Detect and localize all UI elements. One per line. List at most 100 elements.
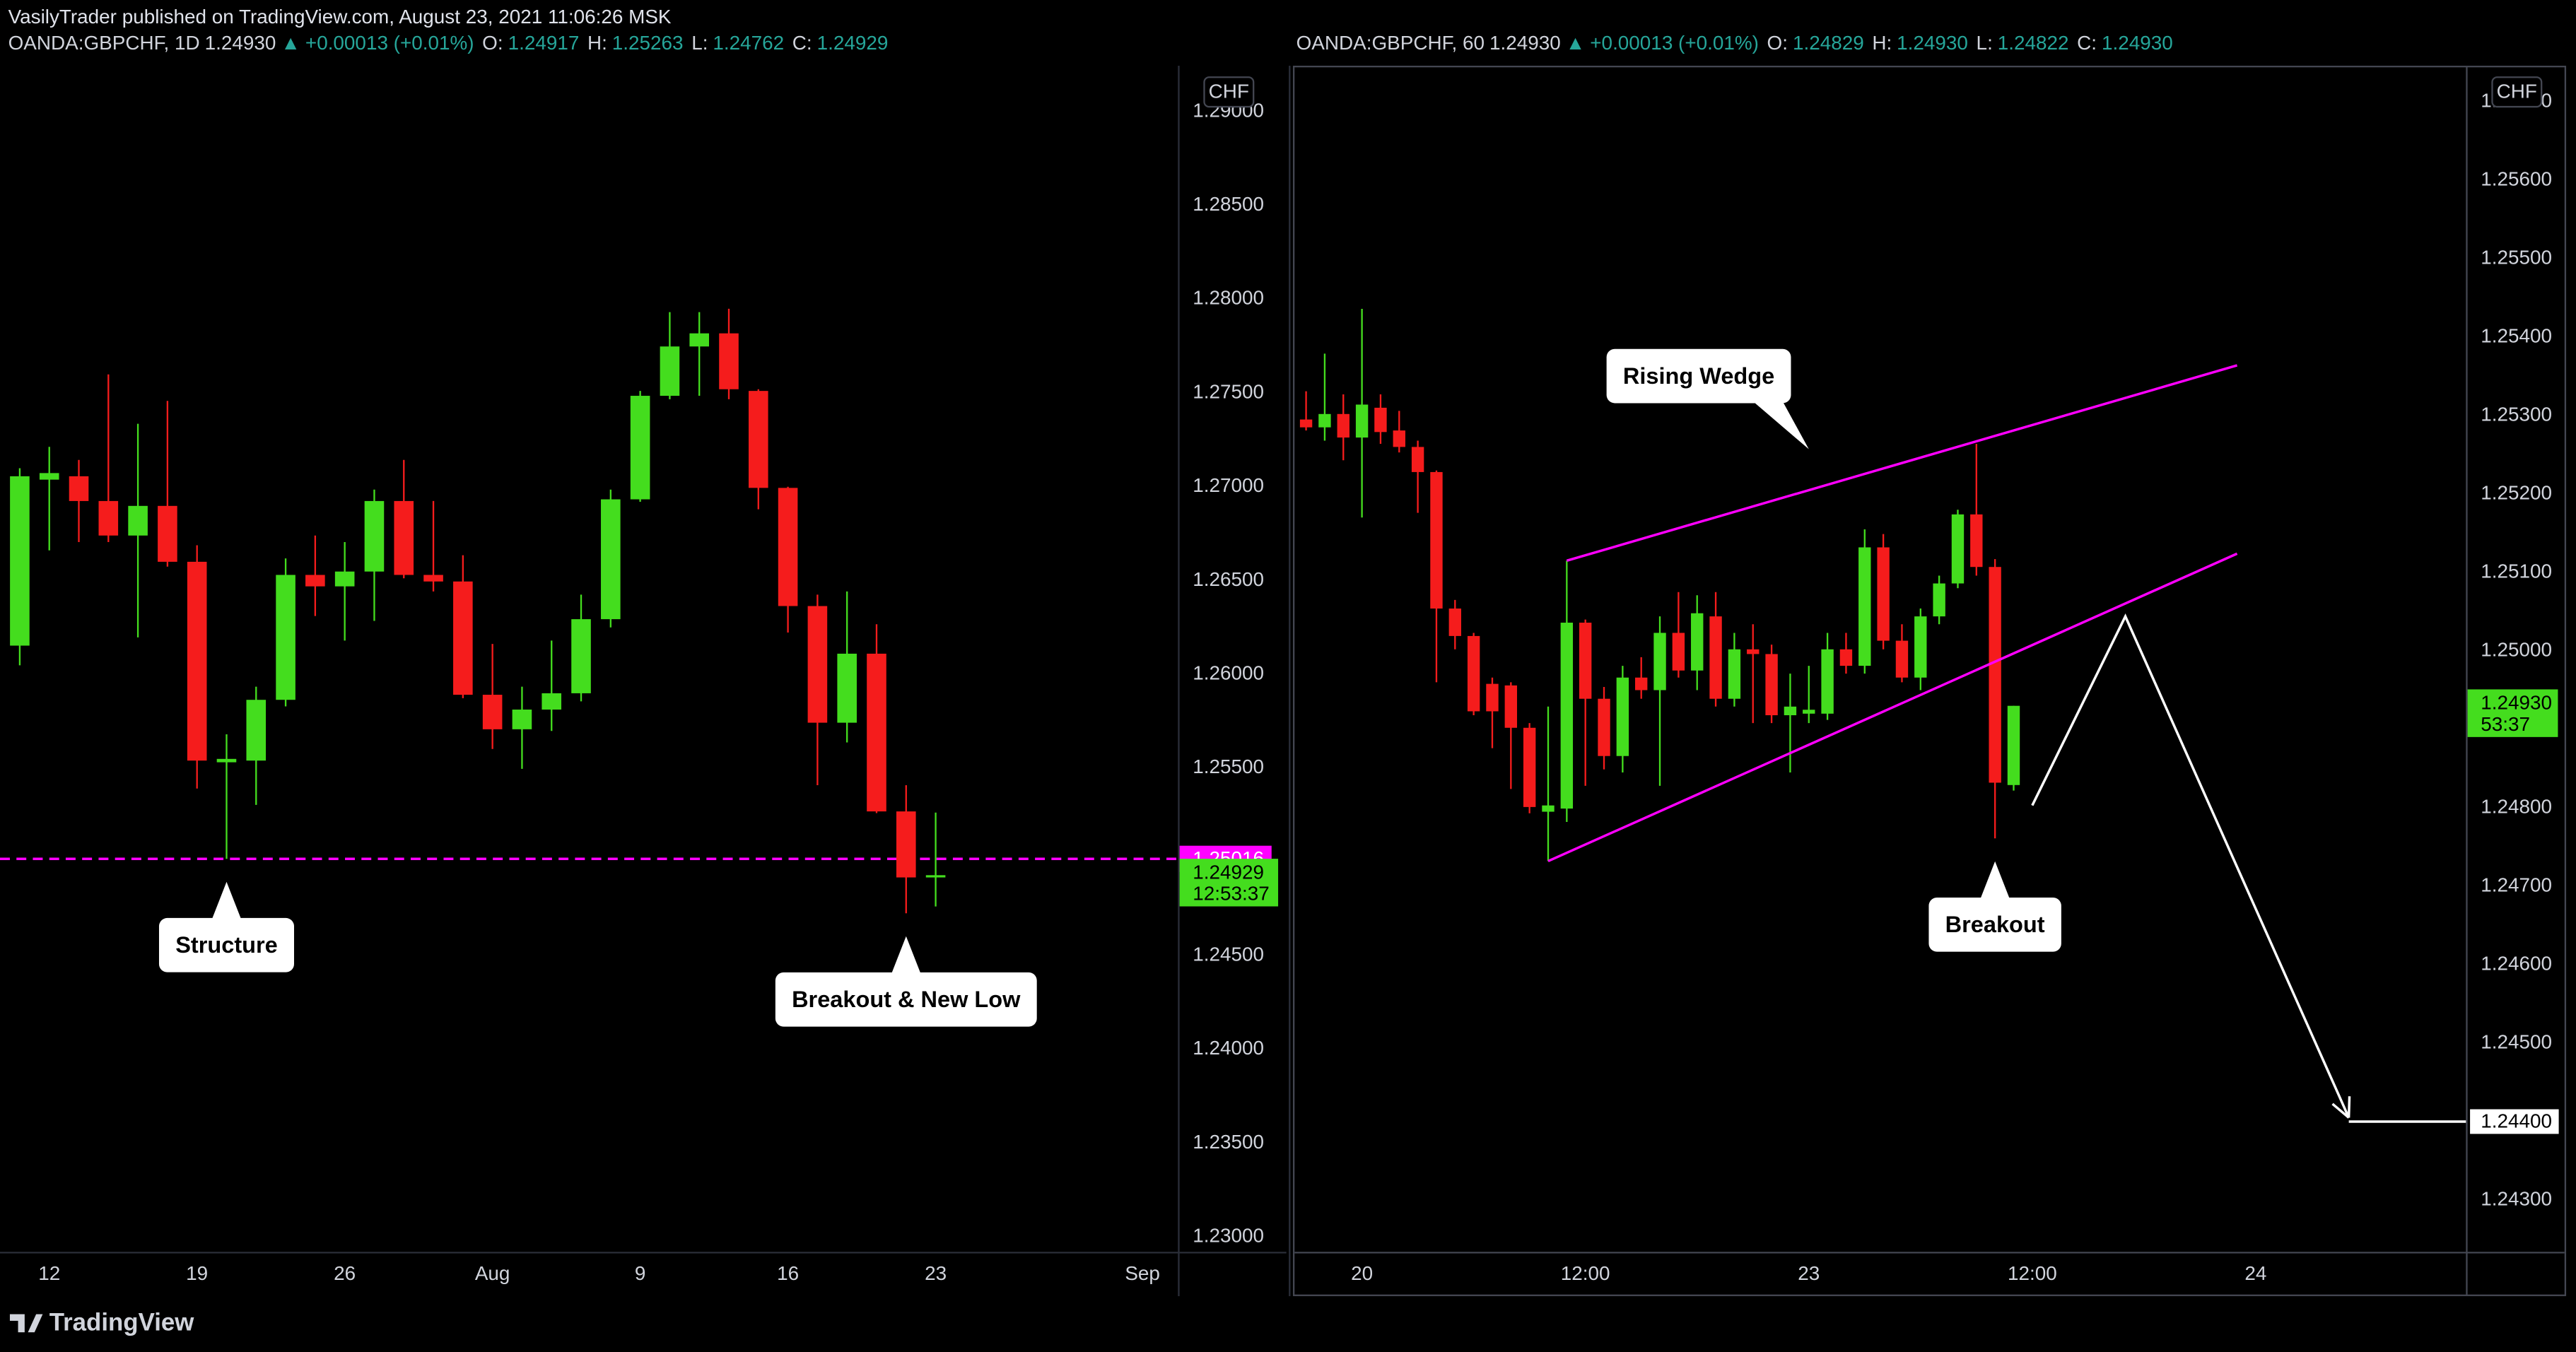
arrow-head xyxy=(2347,1096,2351,1118)
candle-body xyxy=(276,575,295,700)
countdown: 12:53:37 xyxy=(1193,883,1270,905)
candle-body xyxy=(1374,407,1387,433)
legend-item: H: xyxy=(1872,32,1892,54)
legend: OANDA:GBPCHF, 1D 1.24930 ▲ +0.00013 (+0.01%… xyxy=(8,32,889,54)
arrow-head xyxy=(2331,1103,2350,1119)
callout-box xyxy=(1928,897,2061,952)
trend-line xyxy=(1566,364,2238,563)
candle-body xyxy=(1989,567,2001,783)
y-tick-label: 1.25200 xyxy=(2481,481,2552,503)
candle-body xyxy=(807,606,828,723)
candle-body xyxy=(246,700,267,761)
candle-body xyxy=(1616,677,1629,756)
candle-body xyxy=(689,333,710,347)
candle-body xyxy=(1747,649,1760,654)
callout-text: Rising Wedge xyxy=(1623,363,1774,389)
legend-item: C: xyxy=(2077,32,2097,54)
y-tick-label: 1.25500 xyxy=(1193,756,1264,777)
candle-body xyxy=(1448,609,1461,636)
candle-body xyxy=(1467,635,1480,712)
candle-body xyxy=(216,758,237,763)
countdown: 53:37 xyxy=(2481,713,2530,735)
candle-body xyxy=(1653,633,1666,690)
y-tick-label: 1.23000 xyxy=(1193,1225,1264,1247)
candle-body xyxy=(1579,623,1592,699)
candle-body xyxy=(1542,805,1555,812)
candle-body xyxy=(1598,698,1610,756)
candle-body xyxy=(541,693,562,710)
x-tick-label: 12:00 xyxy=(2008,1262,2057,1284)
pane-border xyxy=(1292,65,2567,1296)
legend-item: 1.24929 xyxy=(817,32,889,54)
currency-box xyxy=(1203,76,1255,108)
legend-item: 1.24762 xyxy=(713,32,784,54)
candle-body xyxy=(1393,430,1405,447)
x-tick-label: 26 xyxy=(334,1262,356,1284)
legend-item: L: xyxy=(691,32,708,54)
legend-item: L: xyxy=(1977,32,1993,54)
candle-body xyxy=(1523,727,1536,807)
callout-pointer xyxy=(211,881,242,920)
candle-body xyxy=(482,695,503,729)
candle-body xyxy=(1709,616,1722,699)
currency: CHF xyxy=(2497,81,2537,102)
last-price-label: 1.24930 xyxy=(2481,692,2552,714)
candle-body xyxy=(749,391,768,488)
candle-body xyxy=(69,476,89,501)
y-tick-label: 1.25400 xyxy=(2481,324,2552,346)
candle-body xyxy=(394,500,414,575)
candle-body xyxy=(1821,649,1834,714)
candle-body xyxy=(98,500,119,536)
trend-line xyxy=(2031,613,2350,1119)
legend-item: +0.00013 (+0.01%) xyxy=(1590,32,1759,54)
y-tick-label: 1.25000 xyxy=(2481,638,2552,660)
callout-pointer xyxy=(1980,861,2010,900)
callout-pointer xyxy=(1753,401,1809,449)
candle-body xyxy=(1895,640,1909,678)
callout-pointer xyxy=(891,936,921,975)
y-tick-label: 1.24000 xyxy=(1193,1037,1264,1059)
candle-body xyxy=(1337,413,1350,438)
legend: OANDA:GBPCHF, 60 1.24930 ▲ +0.00013 (+0.01%… xyxy=(1296,32,2173,54)
candle-body xyxy=(778,488,798,606)
legend-item: C: xyxy=(792,32,812,54)
candle-body xyxy=(512,710,532,729)
legend-item: OANDA:GBPCHF, 1D xyxy=(8,32,200,54)
candle-body xyxy=(1933,583,1945,617)
x-tick-label: 19 xyxy=(186,1262,208,1284)
candle-body xyxy=(1728,649,1741,699)
candle-body xyxy=(1430,471,1443,609)
callout-box xyxy=(1606,348,1791,404)
legend-item: H: xyxy=(587,32,607,54)
x-tick-label: 12:00 xyxy=(1561,1262,1610,1284)
callout-text: Structure xyxy=(175,932,278,958)
legend-item: ▲ xyxy=(281,32,300,54)
candle-body xyxy=(1858,547,1871,666)
candle-body xyxy=(187,561,207,761)
x-tick-label: Aug xyxy=(475,1262,510,1284)
y-tick-label: 1.25600 xyxy=(2481,167,2552,189)
x-tick-label: 23 xyxy=(1798,1262,1820,1284)
candle-body xyxy=(10,476,30,646)
author-line: VasilyTrader published on TradingView.co… xyxy=(8,6,672,28)
candle-body xyxy=(1560,623,1574,809)
candle-body xyxy=(158,505,177,562)
candle-body xyxy=(1299,419,1313,428)
y-tick-label: 1.26000 xyxy=(1193,662,1264,683)
legend-item: 1.24829 xyxy=(1793,32,1864,54)
y-tick-label: 1.24800 xyxy=(2481,795,2552,817)
y-tick-label: 1.24300 xyxy=(2481,1187,2552,1209)
candle-body xyxy=(1951,514,1965,584)
y-tick-label: 1.24500 xyxy=(2481,1030,2552,1052)
candle-body xyxy=(1877,547,1890,641)
candle-body xyxy=(571,619,591,693)
last-price-box xyxy=(1179,859,1279,907)
candle-body xyxy=(601,499,621,620)
callout-box xyxy=(158,917,294,972)
y-tick-label: 1.25100 xyxy=(2481,560,2552,582)
x-tick-label: 23 xyxy=(925,1262,947,1284)
legend-item: 1.24917 xyxy=(508,32,580,54)
